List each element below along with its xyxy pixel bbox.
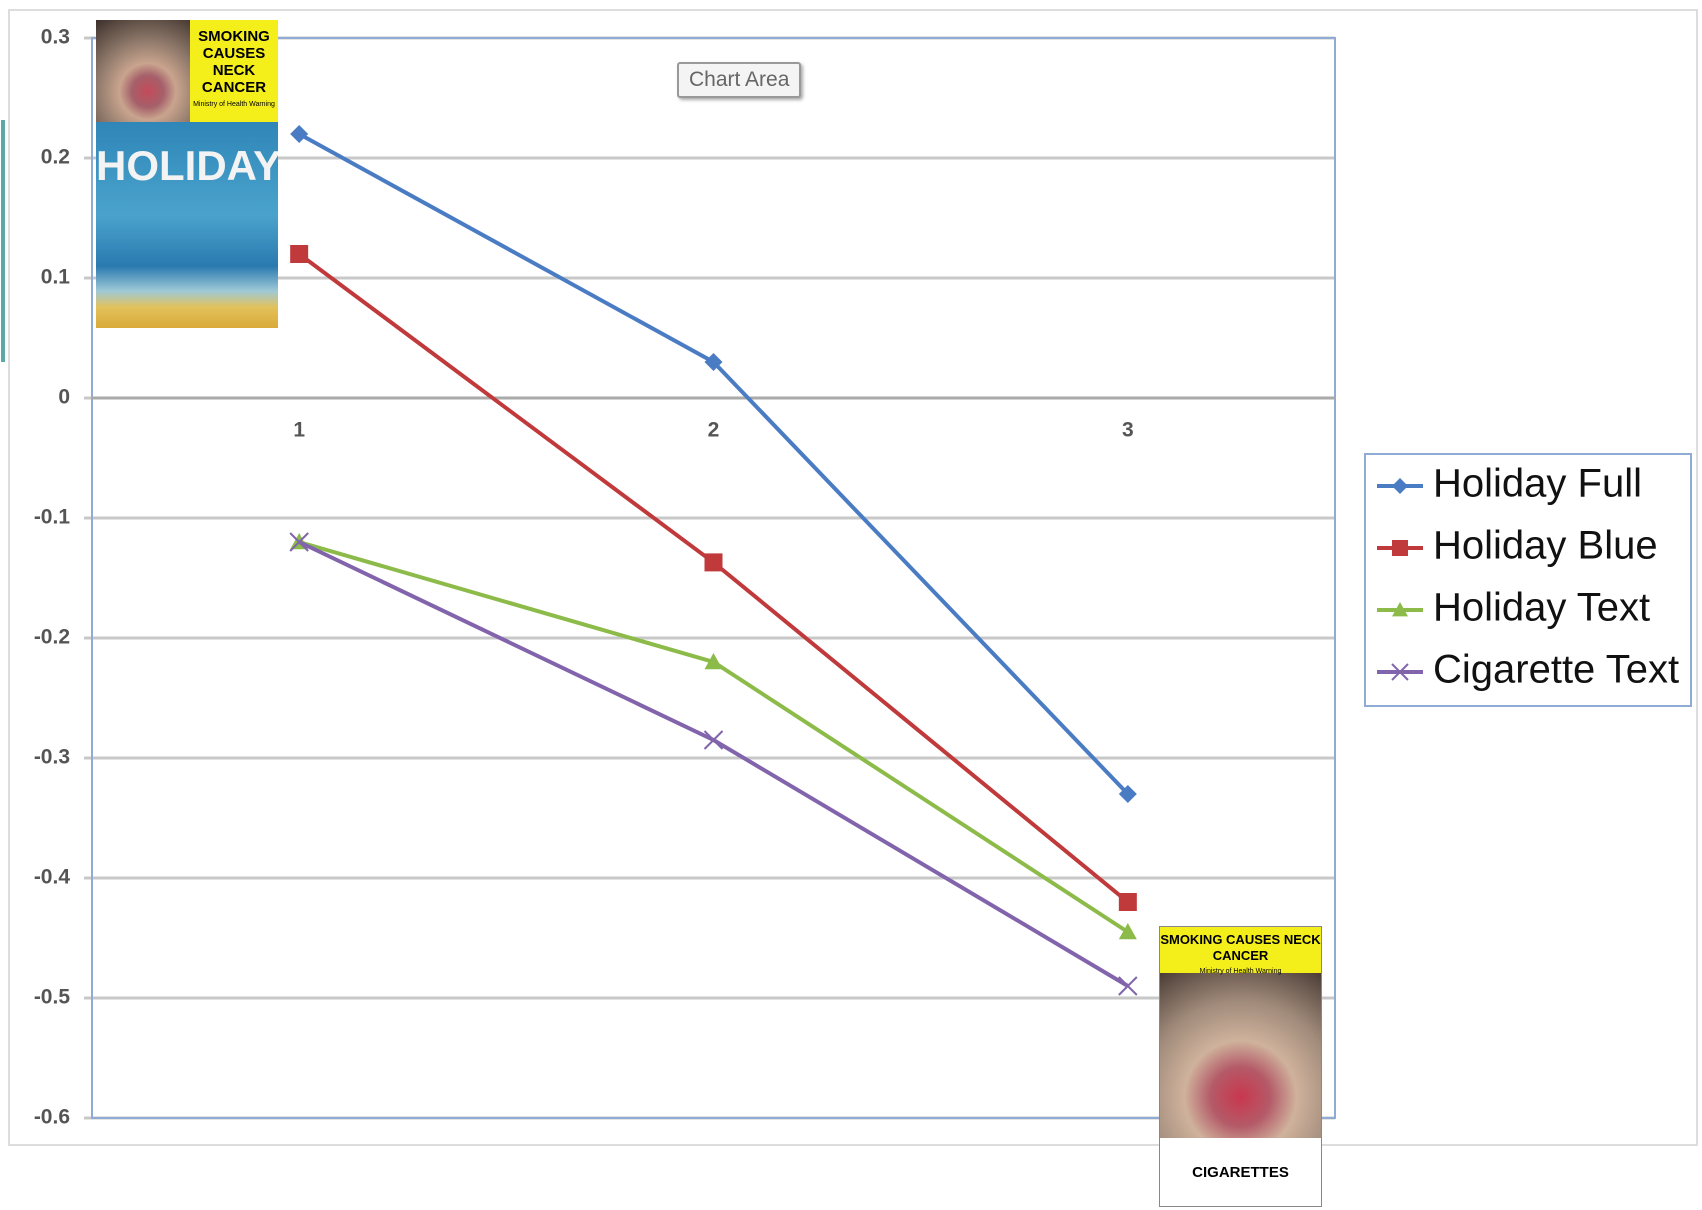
x-tick-label: 1 bbox=[293, 419, 305, 442]
y-tick-label: 0.1 bbox=[41, 266, 71, 289]
y-tick-label: -0.2 bbox=[34, 626, 70, 649]
marker bbox=[704, 353, 723, 371]
marker bbox=[1392, 540, 1408, 556]
marker bbox=[290, 245, 309, 263]
chart-frame bbox=[8, 9, 1698, 1146]
marker bbox=[289, 532, 309, 552]
series-line bbox=[298, 132, 1130, 796]
y-tick-label: 0 bbox=[58, 386, 70, 409]
marker bbox=[290, 125, 309, 143]
marker bbox=[1118, 893, 1137, 911]
marker bbox=[1391, 663, 1409, 681]
marker bbox=[1392, 602, 1408, 617]
marker bbox=[704, 653, 723, 670]
y-tick-label: -0.4 bbox=[34, 866, 71, 889]
pack-beach: HOLIDAY bbox=[96, 122, 278, 328]
y-tick-label: 0.2 bbox=[41, 146, 70, 169]
legend-label: Holiday Blue bbox=[1433, 524, 1658, 568]
pack-brand: HOLIDAY bbox=[96, 142, 278, 189]
y-tick-label: -0.6 bbox=[34, 1106, 70, 1129]
pack-photo bbox=[1160, 973, 1321, 1138]
y-tick-label: 0.3 bbox=[41, 26, 70, 49]
marker bbox=[1118, 923, 1137, 940]
legend-box bbox=[1364, 453, 1692, 707]
holiday-pack: SMOKING CAUSES NECK CANCER Ministry of He… bbox=[96, 20, 278, 328]
warning-text: SMOKING CAUSES NECK CANCER bbox=[198, 28, 270, 96]
legend-label: Cigarette Text bbox=[1433, 648, 1679, 692]
legend-label: Holiday Full bbox=[1433, 462, 1642, 506]
pack-warning: SMOKING CAUSES NECK CANCER Ministry of He… bbox=[190, 20, 278, 122]
y-tick-label: -0.1 bbox=[34, 506, 71, 529]
y-tick-label: -0.3 bbox=[34, 746, 70, 769]
marker bbox=[704, 553, 723, 572]
pack-brand: CIGARETTES bbox=[1192, 1164, 1289, 1181]
marker bbox=[1118, 785, 1137, 803]
warning-text: SMOKING CAUSES NECK CANCER bbox=[1160, 932, 1321, 963]
pack-warning: SMOKING CAUSES NECK CANCER Ministry of He… bbox=[1160, 927, 1321, 975]
chart-area-tooltip: Chart Area bbox=[677, 62, 802, 98]
x-tick-label: 2 bbox=[708, 419, 720, 442]
x-tick-label: 3 bbox=[1122, 419, 1134, 442]
pack-photo bbox=[96, 20, 190, 122]
cigarettes-pack: SMOKING CAUSES NECK CANCER Ministry of He… bbox=[1159, 926, 1322, 1207]
marker bbox=[1118, 976, 1138, 996]
warning-source: Ministry of Health Warning bbox=[193, 101, 275, 108]
marker bbox=[1392, 478, 1408, 494]
series-line bbox=[298, 540, 1129, 988]
y-tick-label: -0.5 bbox=[34, 986, 71, 1009]
warning-source: Ministry of Health Warning bbox=[1199, 968, 1282, 975]
marker bbox=[703, 730, 724, 750]
legend-label: Holiday Text bbox=[1433, 586, 1650, 630]
plot-border bbox=[91, 37, 1336, 1119]
